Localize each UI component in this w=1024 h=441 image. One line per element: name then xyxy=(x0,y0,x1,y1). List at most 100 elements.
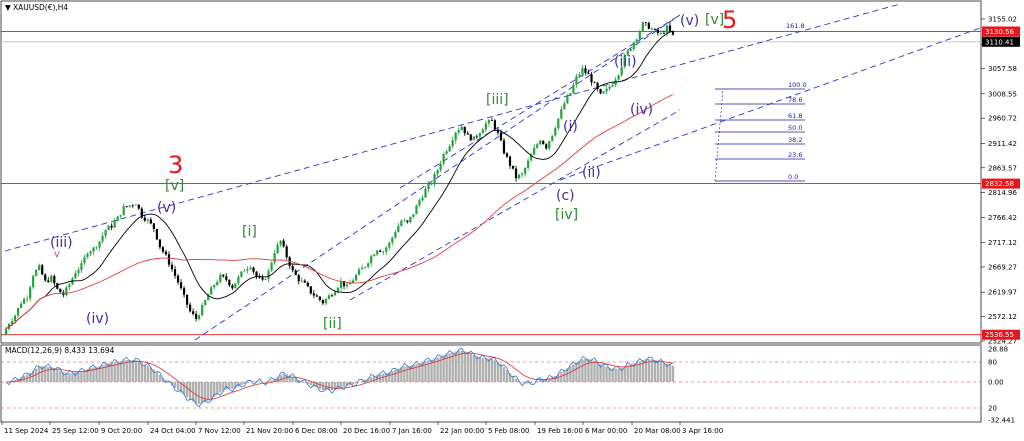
candle-body xyxy=(427,183,430,190)
candle-body xyxy=(578,74,581,77)
candle-body xyxy=(234,283,237,289)
macd-tick-label: 0.00 xyxy=(988,379,1004,387)
candle-body xyxy=(170,264,174,270)
candle-body xyxy=(433,173,436,184)
candle-body xyxy=(330,295,334,297)
candle-body xyxy=(626,50,629,56)
candle-body xyxy=(110,225,113,228)
candle-body xyxy=(545,144,548,149)
candle-body xyxy=(400,220,403,226)
time-tick-label: 20 Mar 08:00 xyxy=(634,427,681,435)
candle-body xyxy=(192,311,195,314)
candle-body xyxy=(611,84,614,87)
candle-body xyxy=(656,29,659,33)
candle-body xyxy=(351,280,355,283)
candle-body xyxy=(572,84,575,94)
wave-label: (iii) xyxy=(614,54,637,70)
candle-body xyxy=(327,295,331,299)
candle-body xyxy=(56,283,59,289)
price-tick-label: 2863.57 xyxy=(988,164,1017,172)
fib-level-label: 23.6 xyxy=(788,151,802,159)
price-tick-label: 2717.12 xyxy=(988,239,1017,247)
candle-body xyxy=(484,123,487,130)
candle-body xyxy=(348,282,352,285)
candle-body xyxy=(463,126,466,134)
fib-level-label: 38.2 xyxy=(788,136,802,144)
candle-body xyxy=(339,281,343,288)
candle-body xyxy=(29,287,32,299)
candle-body xyxy=(478,133,481,137)
candle-body xyxy=(608,86,611,89)
candle-body xyxy=(530,154,533,161)
candle-body xyxy=(4,328,8,336)
macd-tick-label: 28.88 xyxy=(988,346,1008,354)
wave-label: (v) xyxy=(680,13,699,29)
wave-label: [iii] xyxy=(486,92,509,108)
wave-label: [v] xyxy=(165,178,184,194)
candle-body xyxy=(523,168,527,174)
time-tick-label: 9 Oct 20:00 xyxy=(101,427,142,435)
wave-label: [ii] xyxy=(323,316,342,332)
candle-body xyxy=(617,75,620,80)
candle-body xyxy=(19,303,23,308)
level-price-label: 3110.41 xyxy=(985,38,1014,46)
candle-body xyxy=(92,247,95,252)
candle-body xyxy=(318,296,321,300)
candle-body xyxy=(216,282,219,286)
price-tick-label: 2572.12 xyxy=(988,313,1017,321)
candle-body xyxy=(77,269,80,274)
candle-body xyxy=(270,262,273,271)
time-tick-label: 5 Feb 08:00 xyxy=(488,427,529,435)
candle-body xyxy=(282,240,285,247)
candle-body xyxy=(569,93,572,97)
candle-body xyxy=(638,31,641,40)
candle-body xyxy=(246,269,249,271)
axis-layer: 3155.023106.073057.583008.552960.722911.… xyxy=(1,16,1020,435)
candle-body xyxy=(207,294,210,301)
candle-body xyxy=(188,304,192,312)
main-plot-layer: 100.078.661.850.038.223.60.0161.853[v][v… xyxy=(1,3,981,341)
moving-average-fast xyxy=(5,30,674,330)
candle-body xyxy=(59,288,62,293)
candle-body xyxy=(300,280,303,282)
candle-body xyxy=(50,275,53,283)
candle-body xyxy=(466,133,469,135)
candle-body xyxy=(146,219,149,221)
candle-body xyxy=(261,277,264,280)
time-tick-label: 21 Nov 20:00 xyxy=(246,427,293,435)
candle-body xyxy=(424,189,427,198)
candle-body xyxy=(276,244,279,254)
macd-tick-label: -32.441 xyxy=(988,417,1015,425)
candle-body xyxy=(228,279,231,286)
candle-body xyxy=(367,263,370,267)
candle-body xyxy=(182,288,186,295)
candle-body xyxy=(415,205,418,215)
candle-body xyxy=(575,76,578,85)
time-tick-label: 22 Jan 00:00 xyxy=(440,427,484,435)
candle-body xyxy=(161,247,165,252)
macd-plot-layer xyxy=(1,347,981,409)
wave-label: 5 xyxy=(722,6,737,34)
candle-body xyxy=(566,96,569,104)
candle-body xyxy=(370,256,373,264)
price-tick-label: 3155.02 xyxy=(988,16,1017,24)
candle-body xyxy=(364,266,367,268)
candle-body xyxy=(439,163,442,171)
main-pane-frame xyxy=(0,0,982,344)
candle-body xyxy=(385,247,388,252)
candle-body xyxy=(629,49,632,51)
candle-body xyxy=(219,274,222,283)
macd-signal-line xyxy=(5,352,674,400)
candle-body xyxy=(240,271,243,277)
candle-body xyxy=(321,299,324,304)
macd-tick-label: 20 xyxy=(988,405,997,413)
candle-body xyxy=(517,174,521,179)
symbol-menu-glyph[interactable]: ▼ xyxy=(5,3,11,12)
candle-body xyxy=(137,204,140,209)
candle-body xyxy=(551,135,554,142)
fib-level-label: 50.0 xyxy=(788,124,802,132)
wave-label: (ii) xyxy=(582,165,601,181)
candle-body xyxy=(122,206,125,216)
